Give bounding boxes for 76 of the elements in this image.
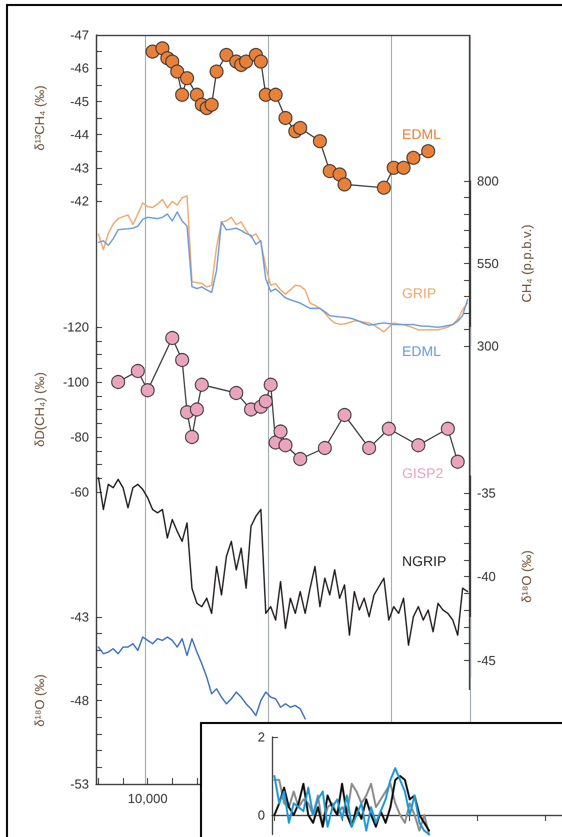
point (312, 134, 327, 148)
point (376, 180, 391, 195)
y-tick-label: 300 (477, 338, 499, 354)
point (421, 144, 436, 158)
y-axis-title: CH₄ (p.p.b.v.) (519, 224, 534, 303)
y-tick-label: -45 (477, 652, 496, 668)
line-series (273, 767, 430, 836)
y-tick-label: -42 (70, 194, 89, 208)
point (396, 160, 411, 175)
point (180, 71, 194, 86)
point (175, 88, 190, 102)
point (194, 378, 209, 392)
y-tick-label: -43 (70, 610, 89, 624)
point (293, 452, 308, 466)
y-tick-label: -46 (70, 60, 89, 76)
point (411, 438, 426, 452)
point (332, 167, 347, 182)
y-tick-label: -100 (62, 374, 89, 390)
point (210, 64, 224, 79)
point (239, 54, 254, 69)
point (318, 441, 332, 455)
point (274, 424, 288, 438)
series-label: EDML (402, 343, 442, 359)
point (268, 88, 283, 102)
y-tick-label: -44 (70, 127, 89, 142)
point (165, 331, 180, 345)
point (440, 422, 455, 436)
point (170, 64, 184, 79)
point (338, 408, 352, 422)
y-tick-label: 550 (477, 256, 499, 271)
point (450, 454, 465, 469)
line-series (98, 195, 468, 333)
y-tick-label: 800 (477, 174, 499, 188)
y-tick-label: -40 (477, 569, 496, 584)
y-tick-label: -43 (70, 160, 89, 176)
point (140, 383, 155, 398)
point (278, 438, 292, 452)
x-tick-label: 10,000 (128, 791, 168, 806)
y-tick-label: 0 (258, 808, 265, 822)
y-tick-label: -80 (70, 430, 89, 444)
point (219, 48, 234, 62)
point (190, 402, 204, 416)
y-tick-label: 2 (258, 730, 265, 744)
series-label: GISP2 (402, 465, 444, 481)
y-tick-label: -120 (62, 320, 89, 334)
point (264, 378, 278, 392)
y-tick-label: -35 (477, 485, 496, 500)
y-axis-title: δ¹³CH₄ (‰) (32, 85, 47, 151)
line-series (98, 636, 306, 720)
point (175, 353, 190, 367)
point (293, 120, 308, 135)
series-label: GRIP (402, 285, 436, 301)
point (406, 150, 420, 165)
y-tick-label: -45 (70, 94, 89, 109)
y-axis-title: δ¹⁸O (‰) (32, 674, 47, 727)
series-label: NGRIP (402, 553, 446, 569)
point (254, 54, 268, 69)
point (382, 422, 396, 436)
y-tick-label: -48 (70, 693, 89, 708)
y-axis-title: δ¹⁸O (‰) (519, 550, 534, 603)
line-series (98, 476, 468, 646)
point (111, 375, 126, 389)
point (184, 430, 199, 444)
y-tick-label: -53 (70, 776, 89, 792)
y-tick-label: -47 (70, 28, 89, 42)
point (338, 177, 352, 192)
y-tick-label: -60 (70, 484, 89, 500)
point (278, 111, 292, 125)
y-axis-title: δD(CH₄) (‰) (32, 372, 47, 447)
point (130, 364, 145, 378)
line-series (98, 211, 468, 328)
point (229, 386, 244, 400)
point (258, 394, 273, 408)
point (362, 441, 376, 455)
series-label: EDML (402, 126, 442, 142)
point (204, 98, 219, 112)
